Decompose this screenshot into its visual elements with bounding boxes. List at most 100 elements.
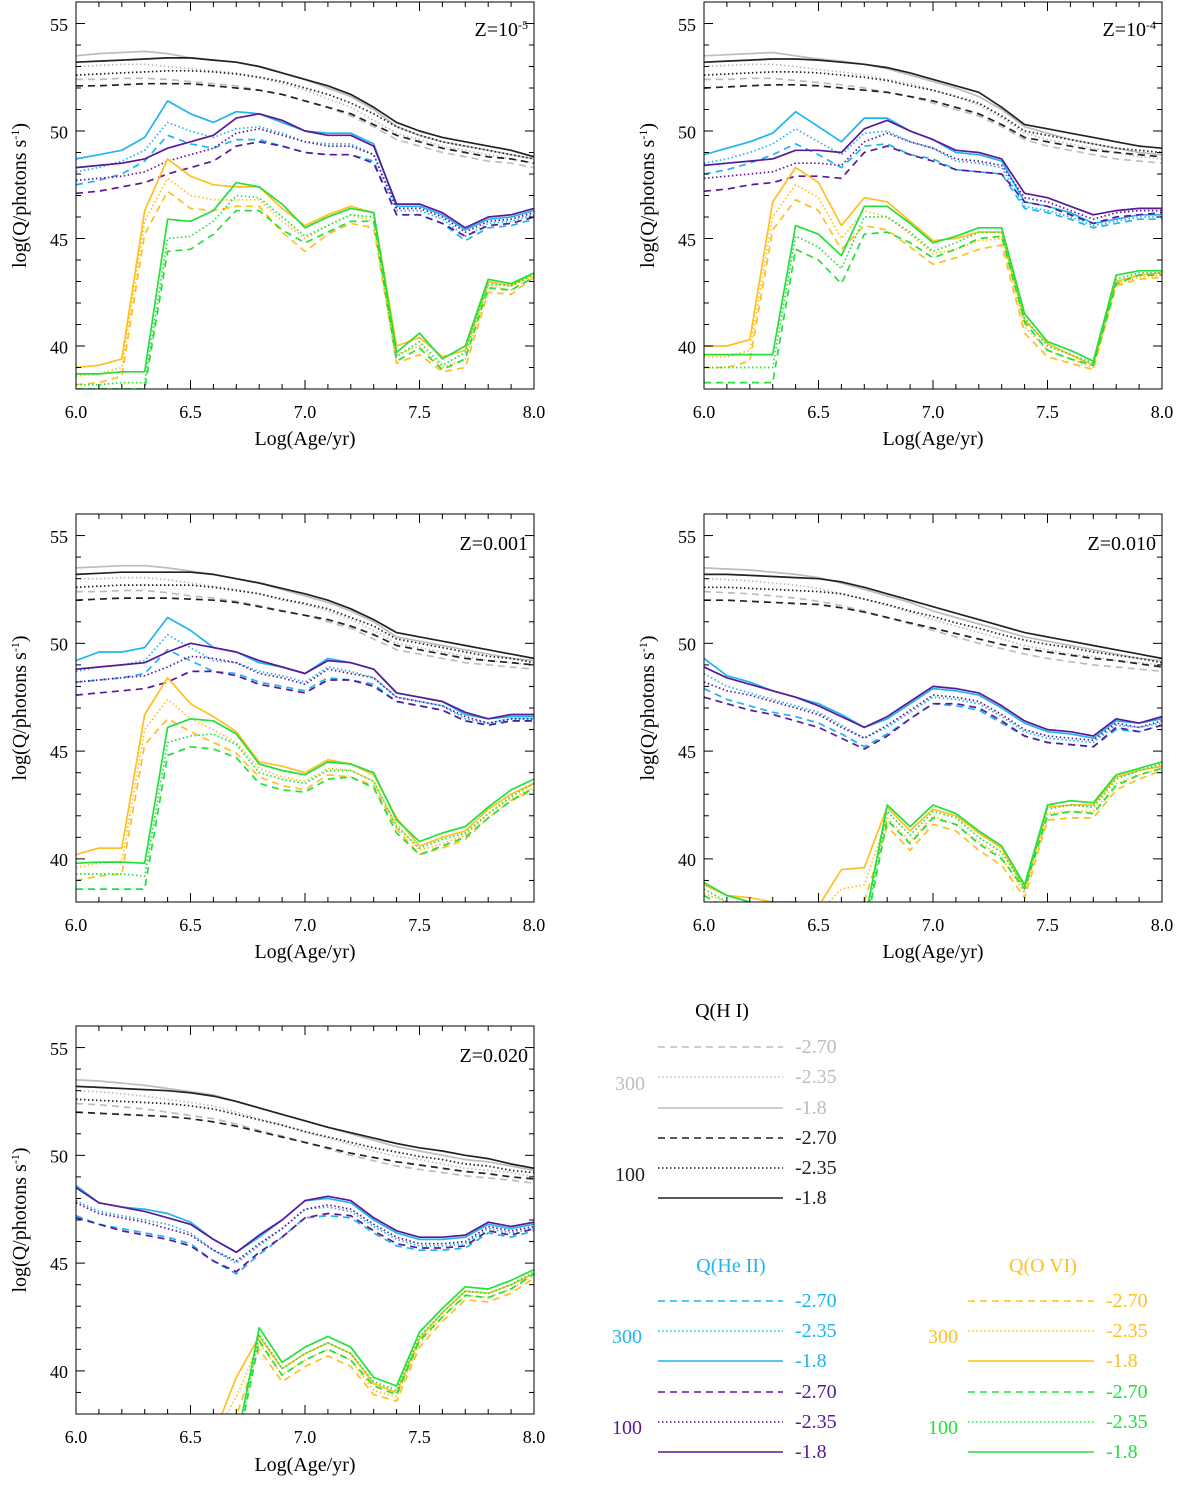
series-line (704, 672, 1162, 744)
tick-label-x: 6.0 (65, 1427, 88, 1447)
series-line (76, 717, 534, 865)
legend-label: -2.35 (795, 1411, 837, 1433)
series-line (704, 145, 1162, 225)
series-line (76, 77, 534, 169)
series-line (76, 181, 534, 375)
legend-group-300: 300 (612, 1326, 642, 1348)
series-line (704, 231, 1162, 384)
series-line (704, 216, 1162, 369)
x-axis-label: Log(Age/yr) (254, 941, 355, 963)
legend-label: -2.70 (795, 1036, 837, 1058)
tick-label-x: 6.5 (179, 915, 202, 935)
panel-series (704, 51, 1162, 384)
tick-label-x: 7.5 (408, 402, 431, 422)
series-line (76, 564, 534, 662)
panel-series (76, 564, 534, 890)
tick-label-y: 45 (50, 230, 68, 250)
legend-label: -1.8 (1106, 1441, 1138, 1463)
series-line (243, 1273, 534, 1414)
legend-label: -2.35 (1106, 1411, 1148, 1433)
series-line (704, 127, 1162, 227)
series-line (704, 567, 1162, 662)
tick-label-x: 8.0 (523, 915, 546, 935)
legend-label: -2.70 (795, 1381, 837, 1403)
series-line (704, 599, 1162, 668)
legend-label: -2.35 (795, 1066, 837, 1088)
legend-label: -1.8 (1106, 1350, 1138, 1372)
legend-label: -2.70 (1106, 1290, 1148, 1312)
series-line (76, 589, 534, 671)
legend-title: Q(H I) (695, 1000, 749, 1022)
series-line (76, 57, 534, 158)
series-line (704, 590, 1162, 673)
tick-label-y: 50 (678, 123, 696, 143)
series-line (76, 642, 534, 720)
series-line (76, 112, 534, 229)
tick-label-y: 55 (50, 527, 68, 547)
legend-title: Q(O VI) (1009, 1255, 1077, 1277)
series-line (704, 205, 1162, 362)
series-line (76, 670, 534, 727)
legend-label: -1.8 (795, 1097, 827, 1119)
tick-label-x: 6.5 (807, 402, 830, 422)
tick-label-y: 50 (50, 1147, 68, 1167)
legend-label: -1.8 (795, 1350, 827, 1372)
series-line (76, 576, 534, 666)
legend-group-300: 300 (928, 1326, 958, 1348)
series-line (704, 765, 1162, 902)
series-line (76, 1089, 534, 1178)
tick-label-x: 7.0 (294, 915, 317, 935)
y-axis-label: log(Q/photons s-1) (636, 635, 659, 780)
series-line (76, 158, 534, 369)
series-line (704, 573, 1162, 660)
series-line (704, 166, 1162, 367)
legend-title: Q(He II) (696, 1255, 765, 1277)
series-line (76, 134, 534, 242)
tick-label-y: 50 (678, 635, 696, 655)
series-line (704, 63, 1162, 160)
tick-label-x: 7.5 (408, 1427, 431, 1447)
series-line (76, 209, 534, 389)
tick-label-x: 6.0 (65, 915, 88, 935)
series-line (76, 745, 534, 890)
series-line (704, 77, 1162, 165)
series-line (704, 71, 1162, 154)
legend-group-100: 100 (612, 1417, 642, 1439)
metallicity-label: Z=10-5 (475, 18, 529, 41)
tick-label-x: 6.0 (65, 402, 88, 422)
series-line (76, 1111, 534, 1180)
panel-z-1e-4: Z=10-4 6.0 6.5 7.0 7.5 8.0 40 45 50 55 L… (636, 1, 1173, 450)
series-line (704, 183, 1162, 369)
metallicity-label: Z=10-4 (1103, 18, 1157, 41)
series-line (76, 633, 534, 724)
tick-label-y: 55 (50, 15, 68, 35)
panel-z-1e-5: Z=10-5 6.0 6.5 7.0 7.5 8.0 40 45 50 55 L… (8, 1, 545, 450)
axis-ticks (75, 1, 535, 390)
series-line (76, 69, 534, 160)
y-axis-label: log(Q/photons s-1) (636, 123, 659, 268)
panel-z-0.010: Z=0.010 6.0 6.5 7.0 7.5 8.0 40 45 50 55 … (636, 513, 1173, 963)
tick-label-x: 7.0 (294, 1427, 317, 1447)
series-line (236, 1277, 534, 1414)
tick-label-y: 40 (50, 850, 68, 870)
tick-label-y: 55 (678, 15, 696, 35)
tick-label-x: 6.0 (693, 915, 716, 935)
panel-z-0.020: Z=0.020 6.0 6.5 7.0 7.5 8.0 40 45 50 55 … (8, 1025, 545, 1476)
tick-label-x: 7.0 (922, 915, 945, 935)
series-line (704, 696, 1162, 750)
series-line (76, 1102, 534, 1185)
x-axis-label: Log(Age/yr) (254, 428, 355, 450)
tick-label-x: 7.5 (1036, 915, 1059, 935)
tick-label-y: 45 (50, 742, 68, 762)
series-line (704, 83, 1162, 158)
series-line (76, 127, 534, 233)
y-axis-label: log(Q/photons s-1) (8, 1147, 31, 1292)
tick-label-y: 45 (678, 742, 696, 762)
tick-label-y: 45 (50, 1254, 68, 1274)
series-line (76, 1186, 534, 1254)
plot-frame (75, 1025, 535, 1415)
metallicity-label: Z=0.010 (1088, 533, 1157, 555)
series-line (76, 50, 534, 160)
legend-label: -2.70 (795, 1127, 837, 1149)
